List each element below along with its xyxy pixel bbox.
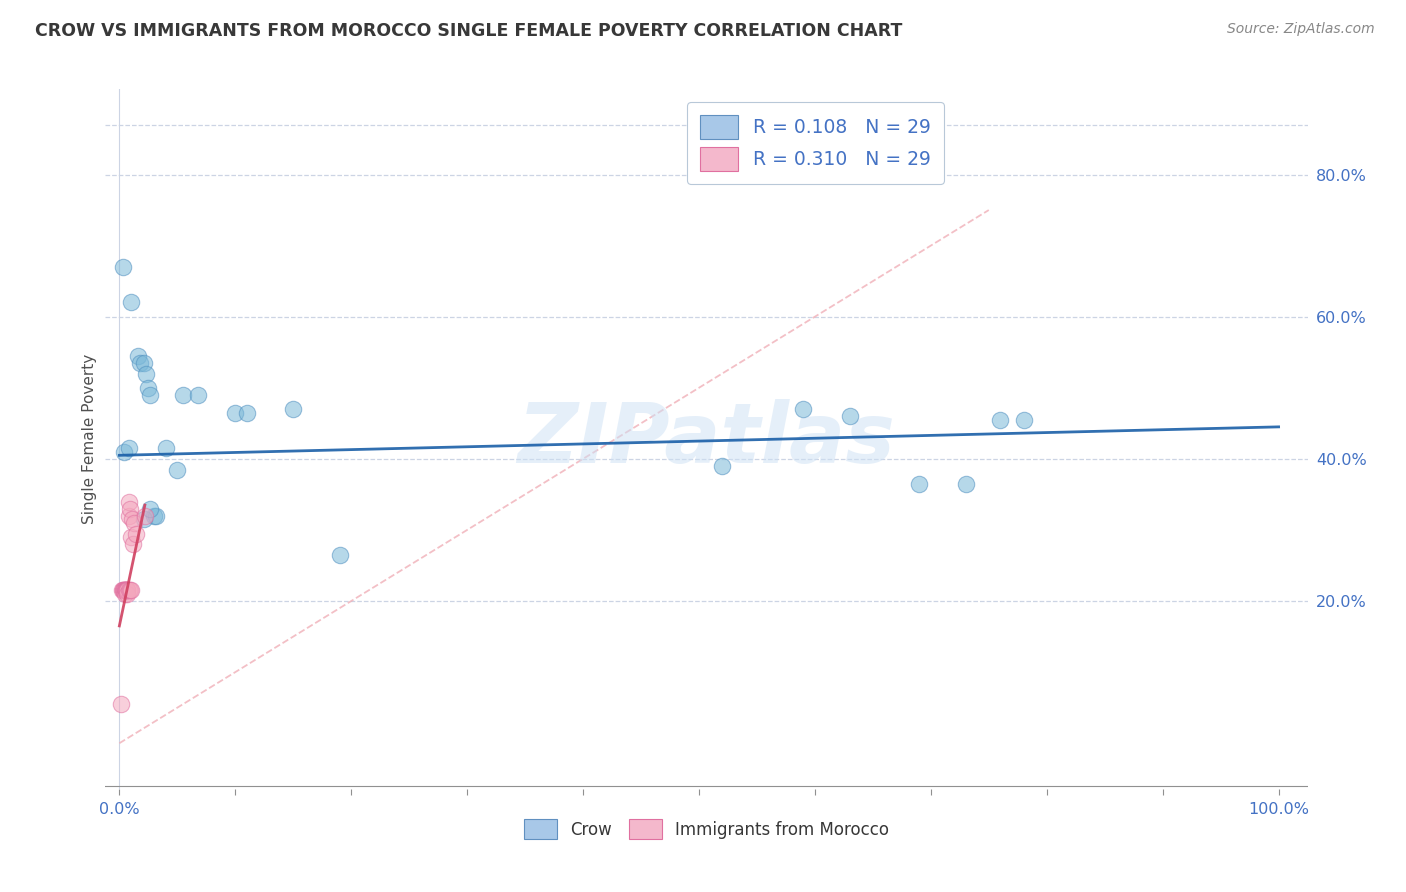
Point [121, 512, 143, 526]
Point [124, 526, 146, 541]
Point [118, 501, 141, 516]
Point [117, 583, 139, 598]
Point [114, 583, 136, 598]
Point [135, 367, 157, 381]
Point [120, 295, 142, 310]
Point [145, 508, 167, 523]
Text: CROW VS IMMIGRANTS FROM MOROCCO SINGLE FEMALE POVERTY CORRELATION CHART: CROW VS IMMIGRANTS FROM MOROCCO SINGLE F… [35, 22, 903, 40]
Point [110, 697, 132, 711]
Point [329, 548, 352, 562]
Point [115, 583, 138, 598]
Point [115, 583, 138, 598]
Point [838, 409, 860, 424]
Point [115, 583, 138, 598]
Y-axis label: Single Female Poverty: Single Female Poverty [82, 354, 97, 524]
Point [117, 583, 139, 598]
Point [117, 587, 139, 601]
Point [132, 356, 155, 370]
Point [129, 356, 152, 370]
Point [711, 458, 734, 473]
Point [792, 402, 814, 417]
Point [114, 587, 136, 601]
Point [117, 583, 139, 598]
Point [111, 583, 134, 598]
Point [990, 413, 1012, 427]
Point [143, 508, 166, 523]
Point [155, 441, 177, 455]
Point [118, 583, 141, 598]
Point [187, 388, 209, 402]
Point [1012, 413, 1035, 427]
Point [138, 381, 160, 395]
Point [117, 508, 139, 523]
Text: Source: ZipAtlas.com: Source: ZipAtlas.com [1227, 22, 1375, 37]
Point [166, 462, 188, 476]
Point [132, 512, 155, 526]
Point [908, 476, 931, 491]
Point [115, 583, 138, 598]
Legend: Crow, Immigrants from Morocco: Crow, Immigrants from Morocco [516, 811, 897, 847]
Point [112, 583, 135, 598]
Point [127, 349, 149, 363]
Point [120, 530, 142, 544]
Point [112, 444, 135, 458]
Point [138, 501, 160, 516]
Point [111, 583, 134, 598]
Point [111, 583, 134, 598]
Point [111, 260, 134, 274]
Point [117, 583, 139, 598]
Point [236, 406, 259, 420]
Point [117, 494, 139, 508]
Point [114, 583, 136, 598]
Point [122, 537, 145, 551]
Point [283, 402, 305, 417]
Point [224, 406, 246, 420]
Point [138, 388, 160, 402]
Point [124, 516, 146, 530]
Point [172, 388, 194, 402]
Text: ZIPatlas: ZIPatlas [517, 399, 896, 480]
Point [955, 476, 977, 491]
Point [117, 441, 139, 455]
Point [120, 583, 142, 598]
Point [112, 583, 135, 598]
Point [134, 508, 156, 523]
